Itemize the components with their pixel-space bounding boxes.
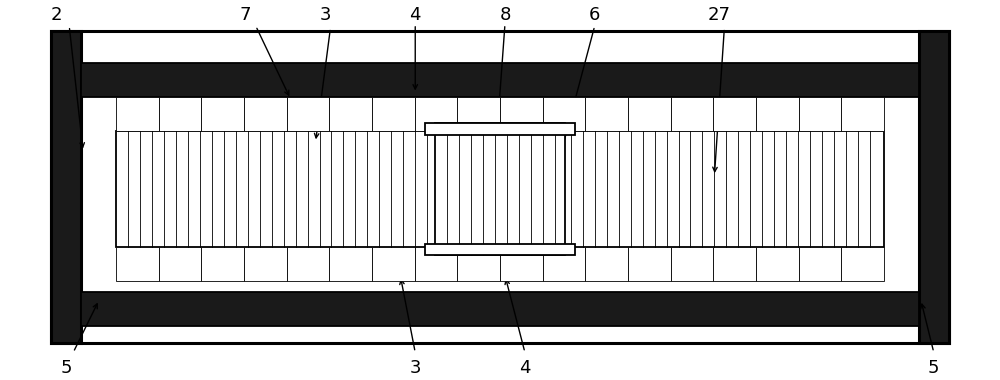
Text: 4: 4 (519, 359, 531, 377)
Bar (671, 97, 713, 131)
Bar (425, 124, 575, 135)
Bar (425, 244, 575, 255)
Text: 7: 7 (240, 6, 251, 24)
Text: 3: 3 (409, 359, 421, 377)
Bar (81, 63, 919, 97)
Bar (51, 32, 949, 343)
Text: 8: 8 (499, 6, 511, 24)
Bar (756, 247, 799, 281)
Bar (585, 97, 628, 131)
Bar (457, 97, 500, 131)
Bar (435, 124, 565, 255)
Bar (287, 97, 329, 131)
Bar (201, 247, 244, 281)
Bar (201, 97, 244, 131)
Bar (457, 247, 500, 281)
Bar (244, 97, 287, 131)
Bar (585, 247, 628, 281)
Bar (628, 97, 671, 131)
Bar (116, 131, 884, 247)
Text: 5: 5 (60, 359, 72, 377)
Bar (287, 247, 329, 281)
Text: 3: 3 (320, 6, 331, 24)
Bar (500, 97, 543, 131)
Bar (919, 32, 949, 343)
Bar (500, 247, 543, 281)
Bar (841, 97, 884, 131)
Bar (756, 97, 799, 131)
Bar (329, 247, 372, 281)
Text: 2: 2 (50, 6, 62, 24)
Bar (543, 247, 585, 281)
Bar (372, 97, 415, 131)
Bar (841, 247, 884, 281)
Bar (415, 97, 457, 131)
Bar (799, 247, 841, 281)
Bar (713, 97, 756, 131)
Bar (543, 97, 585, 131)
Text: 27: 27 (708, 6, 731, 24)
Text: 5: 5 (928, 359, 940, 377)
Bar (372, 247, 415, 281)
Bar (159, 247, 201, 281)
Bar (116, 97, 159, 131)
Text: 4: 4 (409, 6, 421, 24)
Text: 6: 6 (589, 6, 600, 24)
Bar (415, 247, 457, 281)
Bar (713, 247, 756, 281)
Bar (159, 97, 201, 131)
Bar (799, 97, 841, 131)
Bar (329, 97, 372, 131)
Bar (671, 247, 713, 281)
Bar (81, 293, 919, 326)
Bar (244, 247, 287, 281)
Bar (628, 247, 671, 281)
Bar (51, 32, 81, 343)
Bar (116, 247, 159, 281)
